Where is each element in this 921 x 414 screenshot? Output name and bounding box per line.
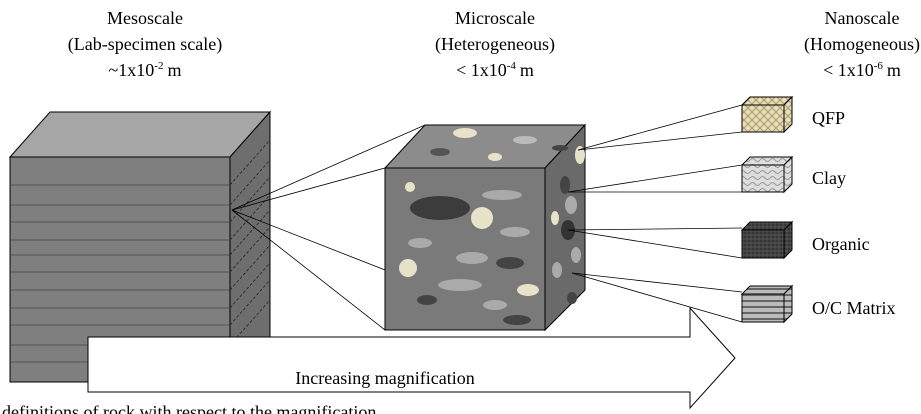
size-exponent: -6 [874, 60, 884, 72]
size-unit: m [520, 60, 534, 80]
column-size: ~1x10-2 m [109, 60, 182, 80]
zoom-lines [568, 105, 742, 322]
caption: definitions of rock with respect to the … [2, 402, 376, 414]
column-title: Microscale [455, 8, 535, 28]
component-label: QFP [812, 108, 845, 128]
column-subtitle: (Heterogeneous) [435, 34, 555, 55]
nano-cubes [742, 97, 792, 322]
component-label: O/C Matrix [812, 298, 896, 318]
diagram: Mesoscale (Lab-specimen scale) ~1x10-2m … [0, 0, 921, 414]
column-title: Mesoscale [107, 8, 183, 28]
size-prefix: ~1x10 [109, 60, 155, 80]
column-subtitle: (Lab-specimen scale) [68, 34, 222, 55]
component-label: Clay [812, 168, 846, 188]
component-label: Organic [812, 234, 870, 254]
size-exponent: -4 [507, 60, 517, 72]
size-prefix: < 1x10 [456, 60, 507, 80]
page: {"columns": [ {"title": "Mesoscale", "su… [0, 0, 921, 414]
size-exponent: -2 [154, 60, 163, 72]
size-unit: m [887, 60, 901, 80]
size-prefix: < 1x10 [823, 60, 874, 80]
column-subtitle: (Homogeneous) [804, 34, 920, 55]
component-labels: QFP Clay Organic O/C Matrix [812, 108, 896, 318]
column-title: Nanoscale [825, 8, 900, 28]
size-unit: m [167, 60, 181, 80]
arrow-label: Increasing magnification [295, 368, 474, 388]
